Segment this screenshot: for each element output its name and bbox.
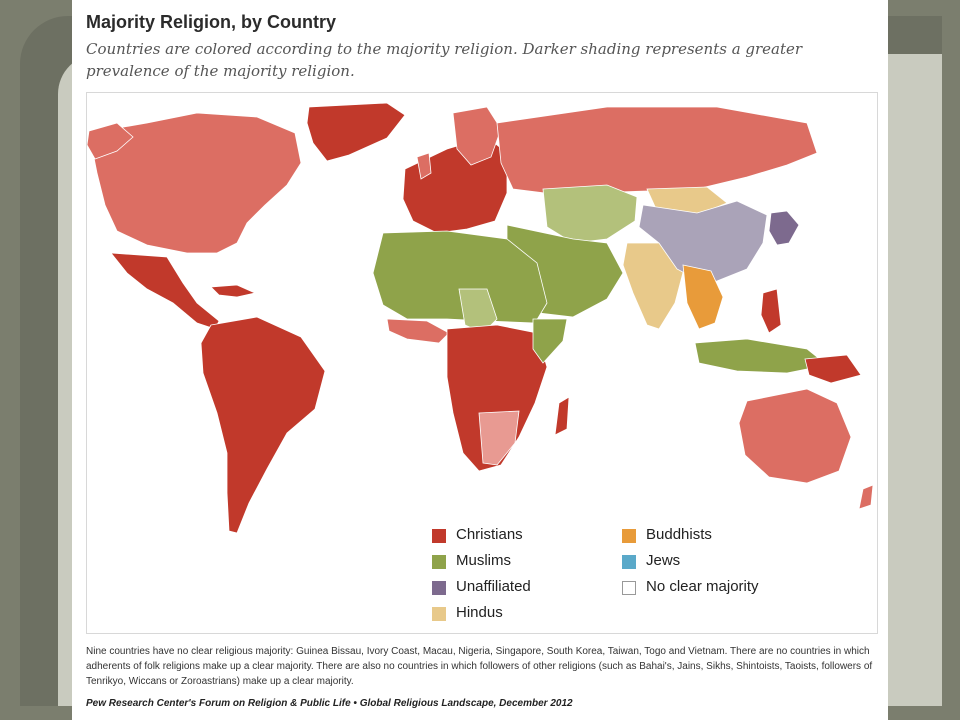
legend-swatch [432, 529, 446, 543]
region-china [638, 200, 768, 286]
region-sub-saharan-africa [446, 324, 548, 472]
world-map-svg [87, 102, 874, 534]
region-australia [738, 388, 852, 484]
region-alaska [87, 122, 134, 160]
region-north-africa [372, 230, 548, 324]
region-korea-japan [768, 210, 800, 246]
legend-swatch [622, 581, 636, 595]
footnote: Nine countries have no clear religious m… [86, 646, 873, 687]
region-madagascar [554, 396, 570, 436]
source-credit: Pew Research Center's Forum on Religion … [86, 698, 573, 709]
map-card: Majority Religion, by Country Countries … [72, 0, 888, 720]
region-north-america [88, 112, 302, 254]
legend-swatch [432, 555, 446, 569]
region-papua [804, 354, 862, 384]
region-southeast-asia [682, 264, 724, 330]
legend-label: Unaffiliated [456, 578, 531, 595]
region-caribbean [210, 284, 257, 298]
region-southern-africa [478, 410, 520, 466]
legend-label: Christians [456, 526, 523, 543]
region-russia [496, 106, 818, 194]
region-uk [416, 152, 432, 180]
legend-label: No clear majority [646, 578, 759, 595]
legend-label: Muslims [456, 552, 511, 569]
region-indonesia [694, 338, 828, 374]
legend-swatch [622, 529, 636, 543]
region-mexico-central-america [110, 252, 220, 330]
region-horn-of-africa [532, 318, 568, 364]
region-west-africa [386, 318, 450, 344]
region-central-asia [542, 184, 638, 244]
world-map: Christians Muslims Unaffiliated Hindus B… [86, 92, 878, 634]
legend-label: Hindus [456, 604, 503, 621]
legend-swatch [432, 607, 446, 621]
legend-swatch [432, 581, 446, 595]
region-scandinavia [452, 106, 502, 166]
map-title: Majority Religion, by Country [86, 12, 337, 32]
legend-swatch [622, 555, 636, 569]
legend-label: Buddhists [646, 526, 712, 543]
region-south-america [200, 316, 326, 534]
map-subtitle: Countries are colored according to the m… [86, 40, 803, 80]
region-philippines [760, 288, 782, 334]
legend: Christians Muslims Unaffiliated Hindus B… [432, 525, 852, 633]
region-new-zealand [858, 484, 874, 510]
region-greenland [306, 102, 406, 162]
legend-label: Jews [646, 552, 681, 569]
